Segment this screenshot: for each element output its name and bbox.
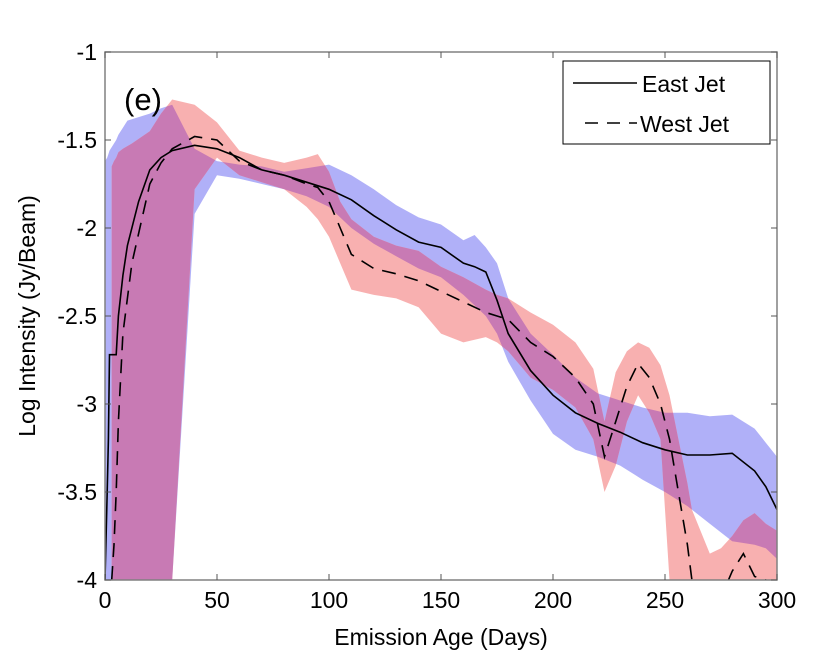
x-tick-label: 100 [310,587,348,613]
tick-labels: 0 50 100 150 200 250 300 -1 -1.5 -2 -2.5 -3 -3.5 -4 [57,39,796,613]
y-tick-label: -3.5 [57,479,97,505]
y-tick-label: -2 [77,215,97,241]
band-overlap [111,104,777,580]
x-tick-label: 0 [99,587,112,613]
x-tick-label: 150 [422,587,460,613]
legend-label-east-jet: East Jet [642,71,726,97]
y-tick-label: -4 [77,567,98,593]
x-axis-label: Emission Age (Days) [334,624,547,650]
series-lines [105,135,777,580]
y-axis-label: Log Intensity (Jy/Beam) [14,195,40,437]
y-tick-label: -1 [77,39,97,65]
y-tick-label: -3 [77,391,97,417]
axes [104,51,778,581]
legend-box [562,60,771,145]
x-tick-label: 300 [758,587,796,613]
y-tick-label: -2.5 [57,303,97,329]
confidence-bands [105,99,777,580]
panel-label: (e) [124,82,162,117]
west-jet-line [110,135,768,580]
legend-label-west-jet: West Jet [640,111,730,137]
x-tick-label: 250 [646,587,684,613]
x-tick-label: 50 [204,587,230,613]
east-jet-line [105,144,777,580]
y-tick-label: -1.5 [57,127,97,153]
x-tick-label: 200 [534,587,572,613]
legend: East Jet West Jet [562,60,771,145]
